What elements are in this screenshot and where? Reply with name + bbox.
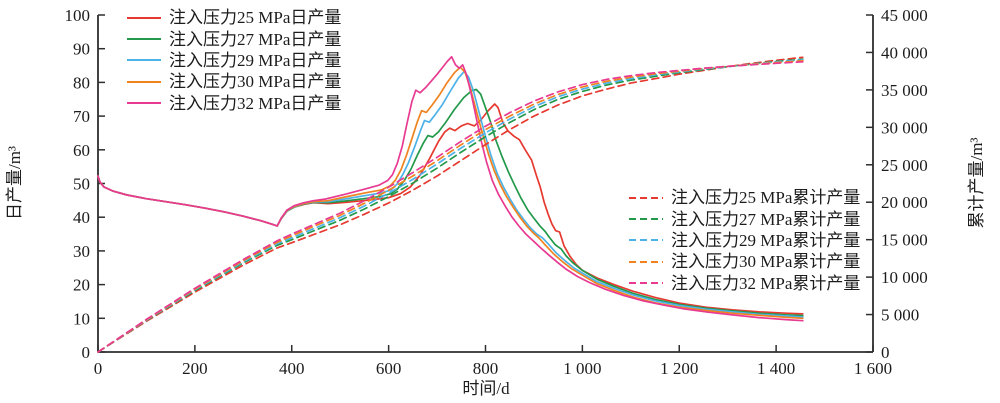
y-left-tick-label: 70 xyxy=(73,107,90,126)
daily-series-32mpa-line xyxy=(97,55,804,322)
legend-label: 注入压力32 MPa累计产量 xyxy=(671,273,861,293)
x-tick-label: 600 xyxy=(376,359,402,378)
x-tick-label: 400 xyxy=(279,359,305,378)
y-axis-left-title: 日产量/m³ xyxy=(5,146,24,220)
solid-line-swatch-icon xyxy=(127,16,161,19)
y-left-tick-label: 60 xyxy=(73,141,90,160)
y-left-tick-label: 80 xyxy=(73,73,90,92)
legend-label: 注入压力29 MPa日产量 xyxy=(169,50,342,70)
y-right-tick-label: 40 000 xyxy=(881,43,928,62)
x-tick-label: 1 600 xyxy=(854,359,892,378)
y-right-tick-label: 35 000 xyxy=(881,81,928,100)
x-tick-label: 1 000 xyxy=(563,359,601,378)
y-right-tick-label: 10 000 xyxy=(881,268,928,287)
legend-item-cumulative-27mpa: 注入压力27 MPa累计产量 xyxy=(628,208,860,229)
dashed-line-swatch-icon xyxy=(629,218,663,221)
y-left-tick-label: 40 xyxy=(73,208,90,227)
y-left-tick-label: 50 xyxy=(73,175,90,194)
legend-item-cumulative-25mpa: 注入压力25 MPa累计产量 xyxy=(628,187,860,208)
dashed-line-swatch-icon xyxy=(629,260,663,263)
axes-layer: 0 10 20 30 40 50 60 70 80 90 100 0 5 000 10 000 15 000… xyxy=(65,6,928,378)
legend-label: 注入压力29 MPa累计产量 xyxy=(671,230,861,250)
legend-cumulative-production: 注入压力25 MPa累计产量 注入压力27 MPa累计产量 注入压力29 MPa累计… xyxy=(628,187,860,294)
legend-item-daily-30mpa: 注入压力30 MPa日产量 xyxy=(126,71,341,92)
y-left-tick-label: 90 xyxy=(73,40,90,59)
legend-item-daily-29mpa: 注入压力29 MPa日产量 xyxy=(126,50,341,71)
solid-line-swatch-icon xyxy=(127,102,161,105)
y-left-tick-label: 0 xyxy=(82,343,91,362)
legend-label: 注入压力32 MPa日产量 xyxy=(169,93,342,113)
x-tick-label: 1 200 xyxy=(660,359,698,378)
y-axis-right-title: 累计产量/m³ xyxy=(967,137,986,228)
legend-daily-production: 注入压力25 MPa日产量 注入压力27 MPa日产量 注入压力29 MPa日产量注… xyxy=(126,7,341,114)
y-left-tick-label: 10 xyxy=(73,309,90,328)
legend-item-daily-25mpa: 注入压力25 MPa日产量 xyxy=(126,7,341,28)
y-right-tick-label: 25 000 xyxy=(881,156,928,175)
solid-line-swatch-icon xyxy=(127,80,161,83)
legend-label: 注入压力27 MPa累计产量 xyxy=(671,209,861,229)
x-tick-label: 0 xyxy=(94,359,103,378)
y-left-tick-label: 100 xyxy=(65,6,91,25)
solid-line-swatch-icon xyxy=(127,38,161,41)
legend-label: 注入压力27 MPa日产量 xyxy=(169,29,342,49)
legend-label: 注入压力30 MPa累计产量 xyxy=(671,252,861,272)
legend-item-cumulative-32mpa: 注入压力32 MPa累计产量 xyxy=(628,273,860,294)
legend-item-daily-27mpa: 注入压力27 MPa日产量 xyxy=(126,28,341,49)
legend-label: 注入压力25 MPa累计产量 xyxy=(671,188,861,208)
y-right-tick-label: 15 000 xyxy=(881,231,928,250)
y-left-tick-label: 30 xyxy=(73,242,90,261)
series-layer xyxy=(97,55,804,353)
legend-item-cumulative-29mpa: 注入压力29 MPa累计产量 xyxy=(628,230,860,251)
x-tick-label: 800 xyxy=(473,359,499,378)
legend-item-daily-32mpa: 注入压力32 MPa日产量 xyxy=(126,93,341,114)
dashed-line-swatch-icon xyxy=(629,239,663,242)
x-tick-label: 200 xyxy=(182,359,208,378)
y-right-tick-label: 5 000 xyxy=(881,306,919,325)
y-right-tick-label: 20 000 xyxy=(881,193,928,212)
legend-item-cumulative-30mpa: 注入压力30 MPa累计产量 xyxy=(628,251,860,272)
x-tick-label: 1 400 xyxy=(757,359,795,378)
y-right-tick-label: 0 xyxy=(881,343,890,362)
cumulative-series-32mpa-line xyxy=(97,60,804,353)
dashed-line-swatch-icon xyxy=(629,282,663,285)
y-right-tick-label: 30 000 xyxy=(881,118,928,137)
legend-label: 注入压力30 MPa日产量 xyxy=(169,72,342,92)
solid-line-swatch-icon xyxy=(127,59,161,62)
y-right-tick-label: 45 000 xyxy=(881,6,928,25)
legend-label: 注入压力25 MPa日产量 xyxy=(169,8,342,28)
x-axis-title: 时间/d xyxy=(462,379,510,398)
dashed-line-swatch-icon xyxy=(629,196,663,199)
cumulative-series-25mpa-line xyxy=(97,56,804,353)
y-left-tick-label: 20 xyxy=(73,276,90,295)
